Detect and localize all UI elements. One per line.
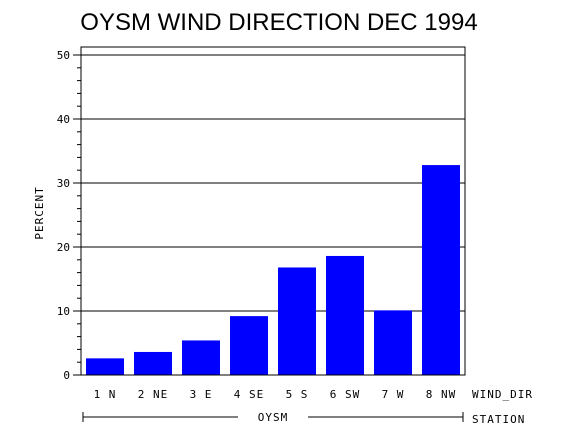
x-tick-label: 6 SW (330, 388, 361, 401)
x-tick-label: 3 E (190, 388, 213, 401)
x-tick-label: 4 SE (234, 388, 265, 401)
bar (86, 358, 124, 375)
y-axis-label: PERCENT (33, 186, 46, 239)
y-tick-label: 30 (57, 177, 70, 190)
x-ticks: 1 N 2 NE 3 E 4 SE 5 S 6 SW 7 W 8 NW (94, 388, 457, 401)
station-group-bracket: OYSM (82, 411, 464, 424)
y-tick-label: 10 (57, 305, 70, 318)
y-ticks: 0 10 20 30 40 50 (57, 49, 70, 382)
y-tick-label: 50 (57, 49, 70, 62)
x-tick-label: 5 S (286, 388, 309, 401)
x-tick-label: 2 NE (138, 388, 169, 401)
x-axis-label: WIND_DIR (472, 388, 533, 401)
bar (326, 255, 364, 375)
y-tick-label: 0 (63, 369, 70, 382)
plot-frame (80, 46, 466, 376)
bar (374, 310, 412, 375)
bar (230, 316, 268, 375)
gridlines (81, 54, 465, 312)
bar (182, 340, 220, 375)
chart-title: OYSM WIND DIRECTION DEC 1994 (80, 9, 477, 36)
x-tick-label: 8 NW (426, 388, 457, 401)
bars (86, 165, 460, 375)
bar (278, 267, 316, 375)
station-axis-label: STATION (472, 413, 525, 426)
station-group-label: OYSM (258, 411, 289, 424)
x-tick-label: 1 N (94, 388, 117, 401)
bar (422, 165, 460, 375)
bar (134, 351, 172, 375)
x-tick-label: 7 W (382, 388, 405, 401)
axes (73, 46, 466, 376)
y-tick-label: 40 (57, 113, 70, 126)
y-tick-label: 20 (57, 241, 70, 254)
